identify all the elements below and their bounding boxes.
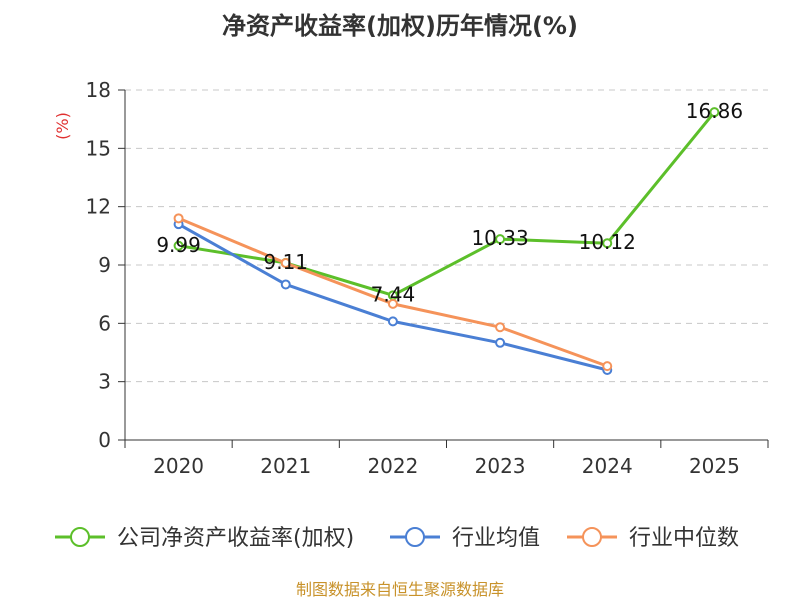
y-tick-label-6: 6 <box>98 311 111 335</box>
series-1-point-2021 <box>280 279 291 290</box>
series-2-point-2023 <box>495 322 506 333</box>
chart-title: 净资产收益率(加权)历年情况(%) <box>222 12 578 40</box>
series-2-point-2020 <box>173 213 184 224</box>
series-0-point-2024 <box>602 238 613 249</box>
y-tick-label-3: 3 <box>98 370 111 394</box>
series-2-point-2022 <box>387 298 398 309</box>
series-line-0 <box>178 111 716 297</box>
y-tick-label-18: 18 <box>86 78 111 102</box>
series-0-point-2020 <box>173 240 184 251</box>
series-1-point-2023 <box>495 337 506 348</box>
legend-label-0: 公司净资产收益率(加权) <box>117 526 354 551</box>
data-label-2020: 9.99 <box>156 233 201 257</box>
legend-swatch-marker-0 <box>70 527 90 547</box>
x-tick-label-2021: 2021 <box>260 454 311 478</box>
data-label-2023: 10.33 <box>471 226 528 250</box>
data-label-2024: 10.12 <box>579 230 636 254</box>
legend-item-2: 行业中位数 <box>567 526 739 551</box>
y-axis-label: (%) <box>53 112 72 140</box>
x-tick-label-2023: 2023 <box>475 454 526 478</box>
data-label-2022: 7.44 <box>371 282 416 306</box>
series-2-point-2021 <box>280 258 291 269</box>
x-tick-label-2025: 2025 <box>689 454 740 478</box>
x-tick-label-2022: 2022 <box>367 454 418 478</box>
x-tick-label-2024: 2024 <box>582 454 633 478</box>
source-note: 制图数据来自恒生聚源数据库 <box>296 580 504 599</box>
series-0-point-2025 <box>709 107 720 118</box>
series-group <box>173 107 720 375</box>
axes: 0 3 6 9 12 15 18 2020 2021 2022 2023 2024 2025 <box>86 78 769 478</box>
y-tick-label-15: 15 <box>86 136 111 160</box>
legend: 公司净资产收益率(加权) 行业均值 行业中位数 <box>55 526 739 551</box>
grid-lines <box>125 89 768 383</box>
y-tick-label-9: 9 <box>98 253 111 277</box>
legend-swatch-marker-1 <box>405 527 425 547</box>
legend-label-2: 行业中位数 <box>629 526 739 551</box>
legend-item-1: 行业均值 <box>390 526 540 551</box>
y-tick-label-12: 12 <box>86 195 111 219</box>
series-1-point-2022 <box>387 316 398 327</box>
data-label-2025: 16.86 <box>686 99 743 123</box>
y-tick-label-0: 0 <box>98 428 111 452</box>
x-tick-label-2020: 2020 <box>153 454 204 478</box>
legend-item-0: 公司净资产收益率(加权) <box>55 526 354 551</box>
data-label-2021: 9.11 <box>263 250 308 274</box>
series-0-point-2023 <box>495 234 506 245</box>
series-2-point-2024 <box>602 361 613 372</box>
legend-label-1: 行业均值 <box>452 526 540 551</box>
data-labels: 9.99 9.11 7.44 10.33 10.12 16.86 <box>156 99 743 306</box>
legend-swatch-marker-2 <box>582 527 602 547</box>
